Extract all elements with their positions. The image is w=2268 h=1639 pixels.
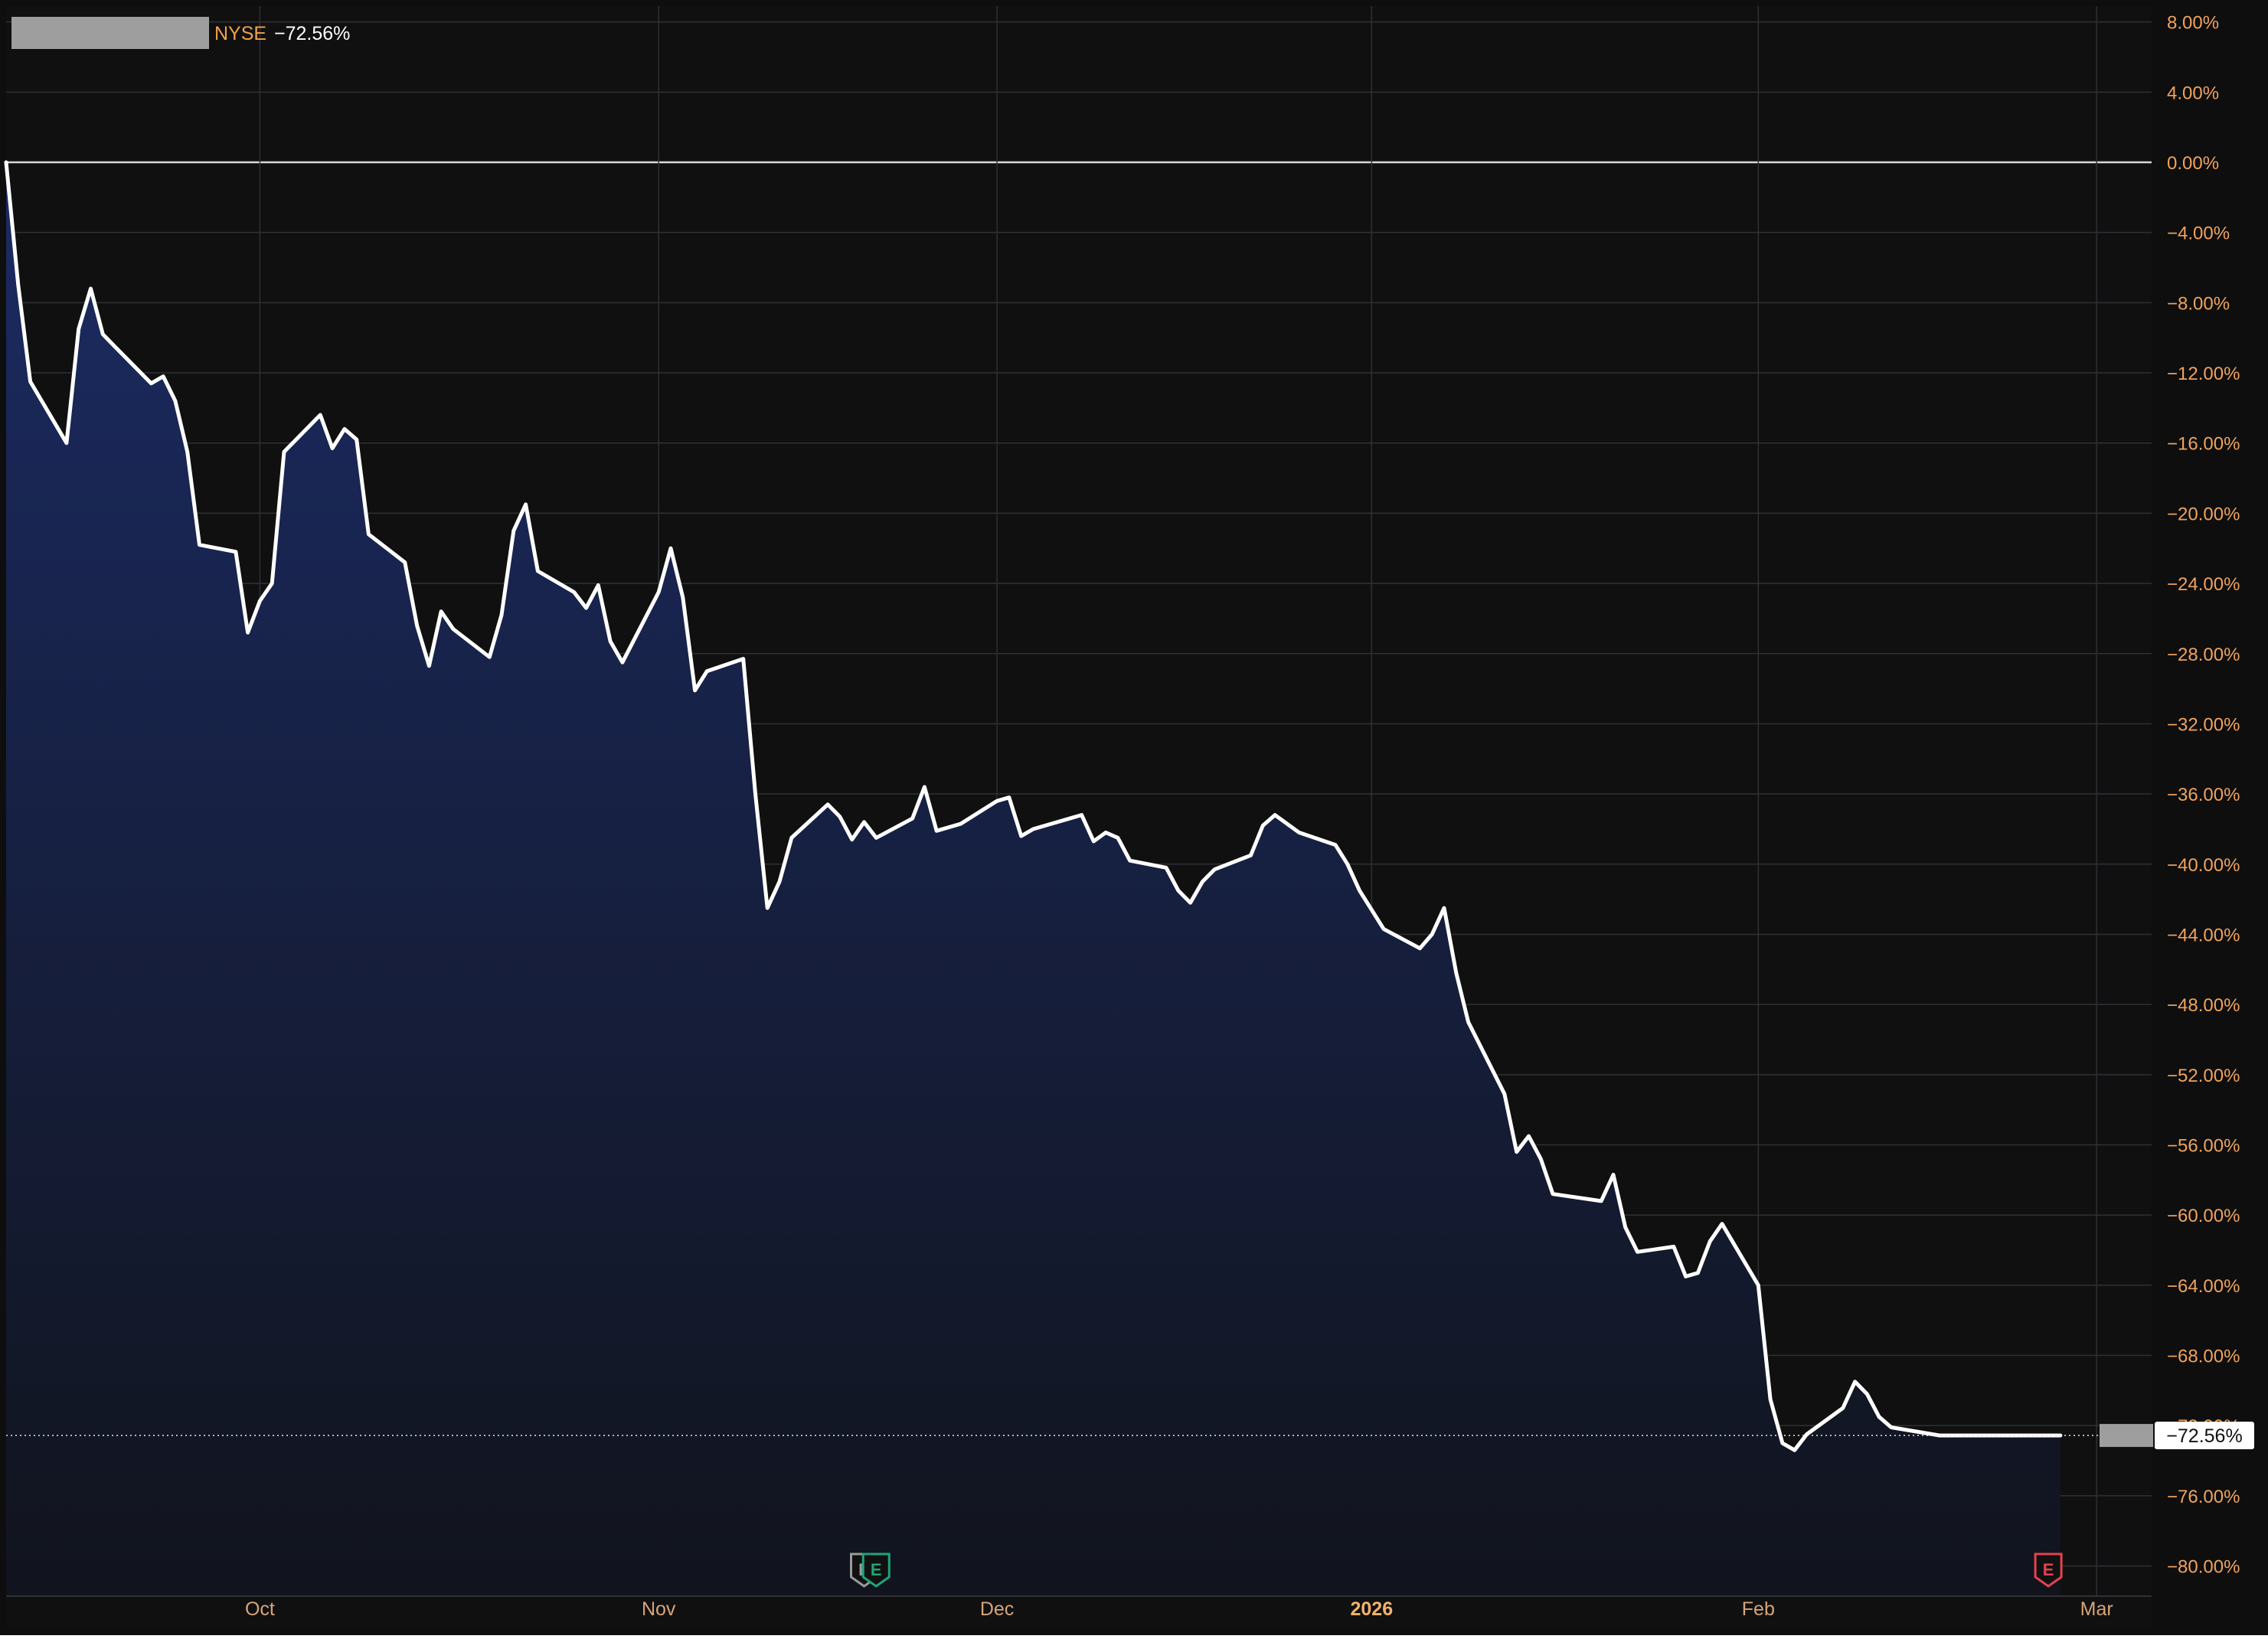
y-tick-label: 0.00% (2167, 153, 2219, 174)
x-tick-label: 2026 (1351, 1598, 1394, 1620)
last-value-tag-text: −72.56% (2166, 1425, 2242, 1447)
earnings-marker-label: E (2043, 1560, 2054, 1579)
y-tick-label: −40.00% (2167, 855, 2240, 876)
y-axis: 8.00% 4.00% 0.00% −4.00% −8.00% −12.00% −16.00… (2167, 13, 2240, 1578)
y-tick-label: −60.00% (2167, 1206, 2240, 1226)
y-tick-label: −44.00% (2167, 925, 2240, 945)
x-tick-label: Feb (1742, 1598, 1775, 1620)
x-tick-label: Dec (980, 1598, 1014, 1620)
y-tick-label: −56.00% (2167, 1136, 2240, 1157)
last-value-tag-redacted (2100, 1424, 2153, 1448)
x-tick-label: Nov (642, 1598, 676, 1620)
x-tick-label: Mar (2080, 1598, 2113, 1620)
y-tick-label: −8.00% (2167, 293, 2230, 314)
earnings-marker-shape (861, 1552, 891, 1588)
x-axis: Oct Nov Dec 2026 Feb Mar (6, 1595, 2152, 1620)
area-series (4, 160, 2100, 1596)
y-tick-label: −4.00% (2167, 224, 2230, 244)
y-tick-label: −68.00% (2167, 1347, 2240, 1367)
y-tick-label: −52.00% (2167, 1066, 2240, 1086)
y-tick-label: −80.00% (2167, 1557, 2240, 1578)
x-tick-label: Oct (245, 1598, 275, 1620)
earnings-marker-shape (2034, 1552, 2063, 1588)
earnings-marker[interactable]: E (2034, 1552, 2063, 1588)
y-tick-label: 8.00% (2167, 13, 2219, 34)
y-tick-label: −28.00% (2167, 645, 2240, 665)
earnings-marker-label: E (871, 1560, 882, 1579)
y-tick-label: −32.00% (2167, 714, 2240, 735)
y-tick-label: 4.00% (2167, 83, 2219, 103)
series-line (4, 160, 2063, 1452)
y-tick-label: −20.00% (2167, 504, 2240, 524)
y-tick-label: −76.00% (2167, 1487, 2240, 1507)
last-value-tag-box (2155, 1422, 2254, 1450)
y-tick-label: −24.00% (2167, 574, 2240, 595)
y-tick-label: −48.00% (2167, 995, 2240, 1016)
y-tick-label: −64.00% (2167, 1276, 2240, 1297)
header-change-value: −72.56% (274, 23, 350, 44)
y-tick-label: −12.00% (2167, 364, 2240, 384)
event-markers: EEE (849, 1552, 2063, 1588)
earnings-marker[interactable]: E (861, 1552, 891, 1588)
last-value-tag: −72.56% (2100, 1422, 2254, 1450)
y-tick-label: −16.00% (2167, 434, 2240, 455)
symbol-redacted (11, 17, 209, 49)
y-tick-label: −36.00% (2167, 785, 2240, 805)
exchange-label: NYSE (214, 23, 266, 44)
